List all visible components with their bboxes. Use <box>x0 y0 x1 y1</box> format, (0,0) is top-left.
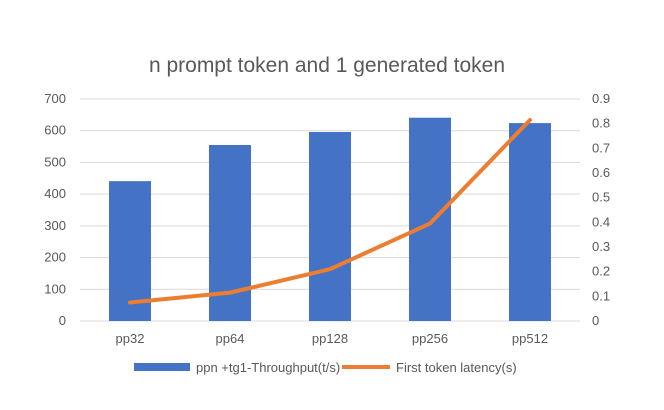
x-axis-tick-label: pp64 <box>216 331 245 346</box>
left-axis-tick-label: 200 <box>44 250 66 265</box>
bar-pp512 <box>509 123 551 321</box>
left-axis-tick-label: 100 <box>44 281 66 296</box>
left-axis-tick-label: 500 <box>44 154 66 169</box>
line-series <box>128 117 532 305</box>
chart-title: n prompt token and 1 generated token <box>149 54 505 77</box>
left-axis-tick-label: 700 <box>44 91 66 106</box>
right-axis-tick-label: 0.4 <box>592 214 610 229</box>
left-axis-tick-label: 400 <box>44 186 66 201</box>
bar-series <box>109 117 551 321</box>
right-axis-tick-label: 0.8 <box>592 116 610 131</box>
right-axis-tick-label: 0.3 <box>592 239 610 254</box>
x-axis-tick-label: pp128 <box>312 331 348 346</box>
legend-label-throughput: ppn +tg1-Throughput(t/s) <box>196 360 340 375</box>
left-axis-tick-label: 600 <box>44 123 66 138</box>
legend-label-latency: First token latency(s) <box>396 360 517 375</box>
x-axis-tick-label: pp256 <box>412 331 448 346</box>
right-axis-tick-label: 0.9 <box>592 91 610 106</box>
right-axis: 0 0.1 0.2 0.3 0.4 0.5 0.6 0.7 0.8 0.9 <box>592 91 610 328</box>
bar-pp32 <box>109 181 151 321</box>
left-axis-tick-label: 0 <box>59 313 66 328</box>
right-axis-tick-label: 0.1 <box>592 288 610 303</box>
right-axis-tick-label: 0.5 <box>592 190 610 205</box>
left-axis: 0 100 200 300 400 500 600 700 <box>44 91 66 328</box>
legend-swatch-throughput <box>134 363 190 371</box>
left-axis-tick-label: 300 <box>44 218 66 233</box>
right-axis-tick-label: 0.2 <box>592 264 610 279</box>
right-axis-tick-label: 0.6 <box>592 165 610 180</box>
bar-pp128 <box>309 131 351 321</box>
right-axis-tick-label: 0.7 <box>592 140 610 155</box>
x-axis-tick-label: pp32 <box>116 331 145 346</box>
bar-pp256 <box>409 117 451 321</box>
x-axis: pp32 pp64 pp128 pp256 pp512 <box>116 331 549 346</box>
legend: ppn +tg1-Throughput(t/s) First token late… <box>134 360 517 375</box>
x-axis-tick-label: pp512 <box>512 331 548 346</box>
right-axis-tick-label: 0 <box>592 313 599 328</box>
